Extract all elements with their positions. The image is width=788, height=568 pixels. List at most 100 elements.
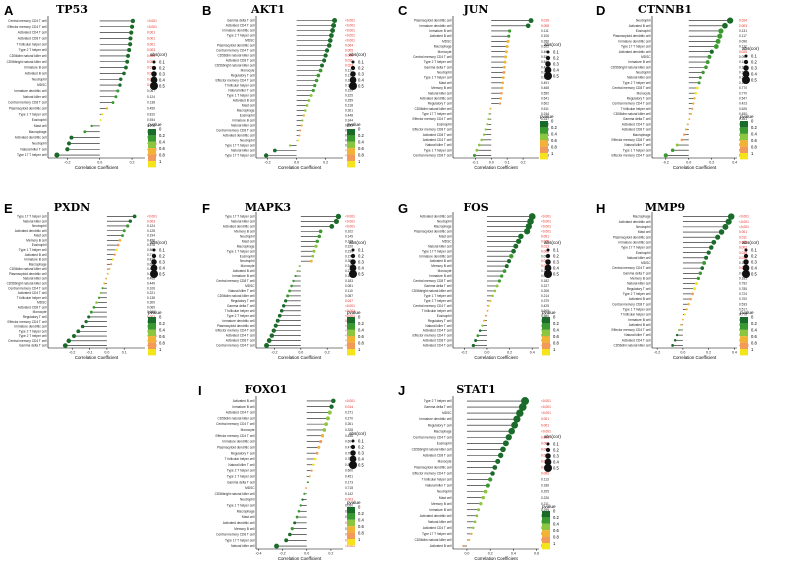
cell-label: Central memory CD8 T cell	[413, 154, 452, 158]
cell-label: Activated dendritic cell	[619, 50, 651, 54]
pvalue-label: 0.019	[541, 19, 549, 23]
size-legend-title: abs(cor)	[349, 431, 366, 436]
pvalue-label: 0.128	[147, 229, 155, 233]
lollipop-dot	[704, 255, 709, 260]
pvalue-legend-label: 0.8	[358, 153, 364, 158]
pvalue-legend-swatch	[148, 329, 156, 337]
size-legend-label: 0.2	[553, 254, 559, 259]
pvalue-label: 0.005	[541, 239, 549, 243]
pvalue-legend-label: 0	[159, 315, 162, 320]
pvalue-label: 0.792	[739, 282, 747, 286]
pvalue-legend-label: 1	[751, 151, 754, 156]
panel-i: I FOXO1 Activated B cell <0.001 Immature B c…	[198, 383, 366, 561]
lollipop-dot	[128, 219, 133, 223]
pvalue-legend-swatch	[740, 329, 748, 337]
cell-label: Gamma delta T cell	[623, 117, 651, 121]
pvalue-legend-swatch	[347, 129, 355, 136]
pvalue-label: 0.755	[345, 457, 353, 461]
lollipop-dot	[484, 314, 487, 317]
lollipop-dot	[326, 43, 332, 48]
pvalue-legend-label: 0.4	[358, 518, 364, 523]
cell-label: Effector memory CD4 T cell	[216, 329, 255, 333]
cell-label: Memory B cell	[431, 86, 451, 90]
lollipop-dot	[518, 403, 527, 411]
pvalue-label: 0.002	[739, 240, 747, 244]
pvalue-label: 0.183	[345, 279, 353, 283]
pvalue-legend-label: 0	[551, 119, 554, 124]
size-legend-label: 0.3	[358, 72, 364, 77]
cell-label: Central memory CD8 T cell	[8, 101, 47, 105]
lollipop-dot	[693, 97, 696, 100]
pvalue-label: 0.053	[541, 254, 549, 258]
pvalue-legend-swatch	[347, 161, 355, 168]
size-legend-label: 0.5	[553, 272, 559, 277]
size-legend-label: 0.2	[358, 445, 364, 450]
pvalue-legend-title: pvalue	[540, 114, 554, 119]
lollipop-dot	[501, 76, 505, 79]
size-legend-label: 0.1	[159, 248, 165, 253]
x-tick-label: 0.4	[732, 351, 737, 355]
size-legend-label: 0.3	[159, 72, 165, 77]
cell-label: Eosinophil	[240, 254, 255, 258]
lollipop-dot	[92, 305, 96, 309]
cell-label: Plasmacytoid dendritic cell	[9, 272, 47, 276]
cell-label: Mast cell	[242, 104, 255, 108]
pvalue-label: 0.190	[739, 261, 747, 265]
cell-label: Central memory CD4 T cell	[413, 435, 452, 439]
lollipop-dot	[513, 415, 521, 423]
cell-label: Neutrophil	[240, 234, 255, 238]
pvalue-label: 0.002	[739, 246, 747, 250]
pvalue-legend-label: 0.8	[553, 535, 559, 540]
pvalue-legend-swatch	[148, 323, 156, 330]
size-legend-label: 0.2	[358, 254, 364, 259]
panel-letter: H	[596, 201, 605, 216]
cell-label: Effector memory CD4 T cell	[612, 154, 651, 158]
size-legend-dot	[349, 270, 357, 278]
cell-label: CD56dim natural killer cell	[217, 54, 254, 58]
pvalue-label: <0.001	[541, 225, 551, 229]
cell-label: Monocyte	[241, 428, 255, 432]
size-legend-dot	[150, 270, 158, 278]
panel-letter: B	[202, 3, 211, 18]
pvalue-legend-swatch	[740, 146, 748, 153]
cell-label: Type 17 T helper cell	[17, 214, 47, 218]
size-legend-dot	[349, 82, 357, 90]
lollipop-dot	[684, 128, 687, 131]
lollipop-dot	[83, 130, 87, 134]
cell-label: Eosinophil	[636, 251, 651, 255]
lollipop-dot	[505, 434, 512, 441]
pvalue-legend-label: 0.8	[751, 145, 757, 150]
lollipop-dot	[687, 303, 690, 306]
lollipop-dot	[480, 138, 483, 142]
lollipop-dot	[80, 324, 85, 329]
cell-label: Natural killer T cell	[20, 147, 46, 151]
pvalue-legend-label: 0.8	[751, 341, 757, 346]
cell-label: Natural killer cell	[23, 219, 47, 223]
pvalue-legend-label: 0.8	[358, 341, 364, 346]
lollipop-dot	[483, 489, 488, 494]
cell-label: Plasmacytoid dendritic cell	[217, 445, 255, 449]
cell-label: Type 17 T helper cell	[422, 112, 452, 116]
x-tick-label: 0.0	[484, 351, 489, 355]
cell-label: Activated B cell	[233, 269, 255, 273]
cell-label: Central memory CD8 T cell	[413, 279, 452, 283]
cell-label: Regulatory T cell	[428, 423, 452, 427]
lollipop-dot	[128, 36, 133, 41]
pvalue-label: 0.024	[541, 264, 549, 268]
size-legend-label: 0.4	[358, 78, 364, 83]
lollipop-dot	[491, 294, 494, 298]
size-legend-dot	[544, 458, 552, 466]
cell-label: Mast cell	[242, 239, 255, 243]
lollipop-dot	[263, 153, 269, 158]
size-legend-dot	[151, 253, 157, 259]
cell-label: Natural killer T cell	[624, 143, 650, 147]
cell-label: MDSC	[641, 55, 651, 59]
pvalue-legend-title: pvalue	[148, 122, 162, 127]
size-legend-label: 0.2	[751, 254, 757, 259]
lollipop-dot	[722, 223, 729, 230]
lollipop-dot	[312, 249, 316, 253]
x-tick-label: 0.4	[530, 351, 535, 355]
